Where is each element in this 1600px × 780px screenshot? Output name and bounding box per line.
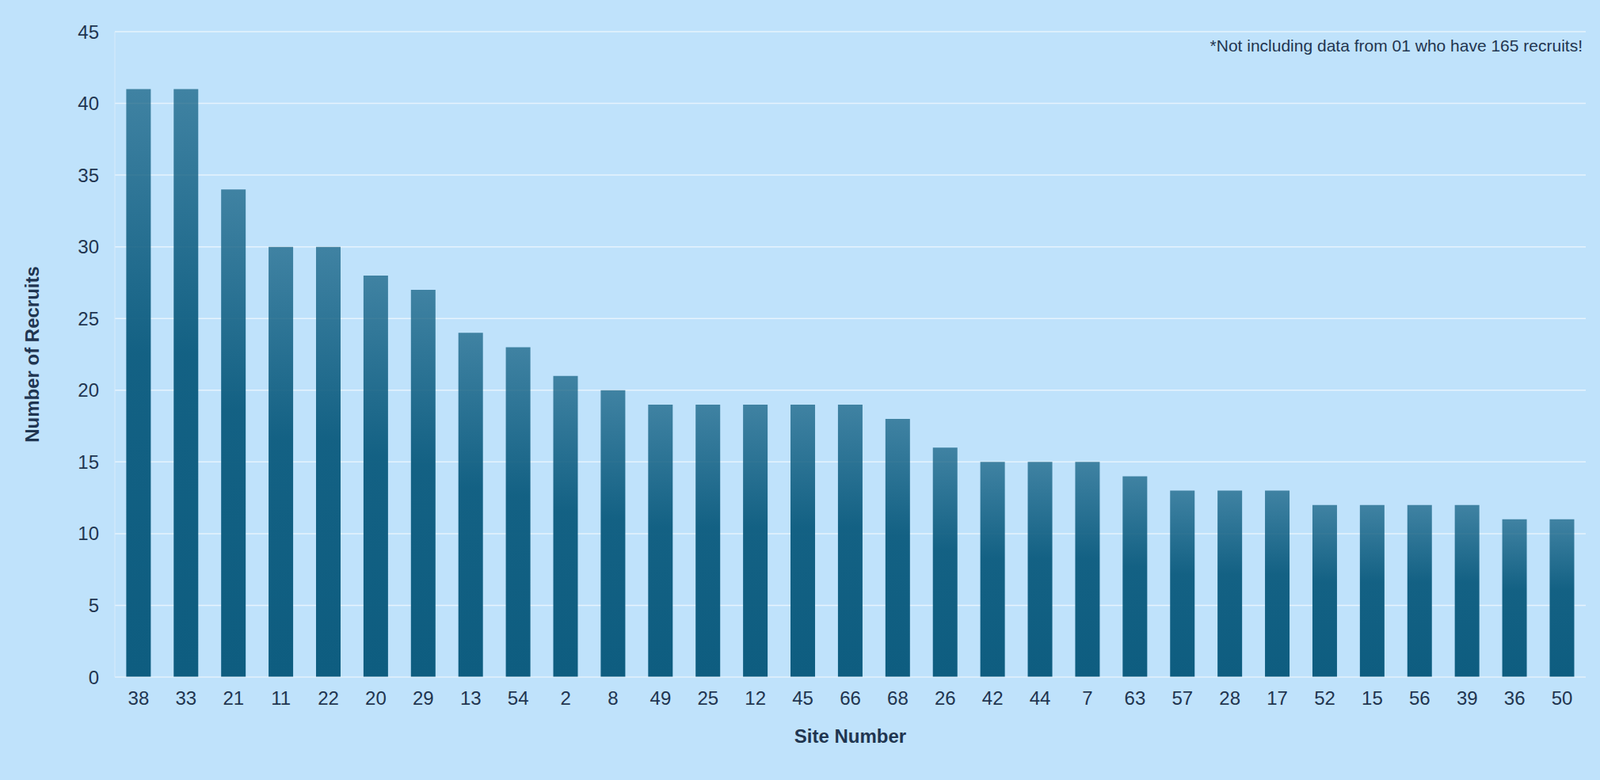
svg-text:38: 38 [128,687,150,709]
svg-text:25: 25 [77,308,100,330]
svg-text:52: 52 [1314,687,1336,709]
svg-text:7: 7 [1081,687,1093,709]
svg-text:15: 15 [1361,687,1383,709]
html-text:*Not including data from 01 wh: *Not including data from 01 who have 165… [1209,36,1583,55]
svg-text:40: 40 [77,92,100,115]
svg-text:13: 13 [460,687,482,709]
svg-text:10: 10 [77,522,100,545]
svg-text:68: 68 [887,687,909,709]
svg-text:28: 28 [1219,687,1241,709]
svg-text:8: 8 [607,687,618,709]
svg-text:30: 30 [77,236,100,258]
svg-text:35: 35 [77,164,100,187]
svg-text:66: 66 [839,687,861,709]
svg-text:0: 0 [88,666,100,689]
svg-text:54: 54 [507,687,530,709]
svg-text:57: 57 [1171,687,1193,709]
svg-text:11: 11 [270,687,291,709]
svg-text:21: 21 [222,687,244,709]
svg-text:22: 22 [317,687,340,709]
svg-text:63: 63 [1124,687,1147,709]
svg-text:29: 29 [412,687,435,709]
svg-text:Number of Recruits: Number of Recruits [21,266,43,443]
svg-text:44: 44 [1029,687,1052,709]
svg-text:36: 36 [1504,687,1526,709]
svg-text:17: 17 [1266,687,1288,709]
svg-text:45: 45 [77,21,100,43]
svg-text:39: 39 [1456,687,1479,709]
svg-text:5: 5 [88,594,100,617]
svg-text:2: 2 [560,687,571,709]
svg-text:20: 20 [77,379,100,401]
svg-text:50: 50 [1551,687,1574,709]
svg-text:12: 12 [744,687,766,709]
svg-text:45: 45 [792,687,814,709]
svg-text:26: 26 [934,687,957,709]
svg-text:33: 33 [175,687,198,709]
svg-text:25: 25 [697,687,719,709]
svg-text:15: 15 [77,451,100,473]
svg-text:20: 20 [365,687,387,709]
svg-text:49: 49 [650,687,672,709]
svg-text:56: 56 [1409,687,1431,709]
svg-text:42: 42 [982,687,1004,709]
svg-text:Site Number: Site Number [794,725,907,747]
